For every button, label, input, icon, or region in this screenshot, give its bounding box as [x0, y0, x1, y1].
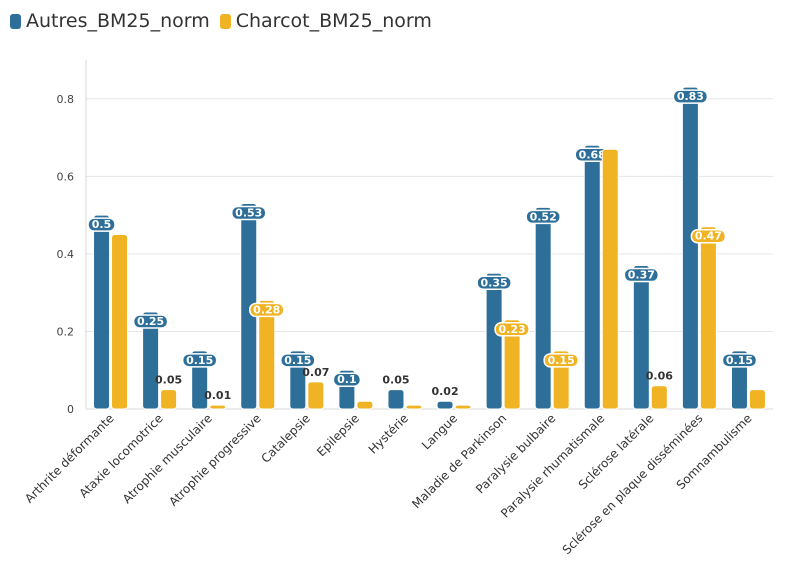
legend-label-charcot: Charcot_BM25_norm — [235, 10, 432, 32]
data-label-0-0: 0.5 — [92, 218, 112, 231]
data-label-1-4: 0.07 — [302, 366, 329, 379]
data-label-0-10: 0.68 — [579, 148, 606, 161]
data-label-0-11: 0.37 — [628, 269, 655, 282]
legend-item-autres[interactable]: Autres_BM25_norm — [10, 10, 210, 32]
legend-swatch-autres — [10, 13, 21, 29]
data-label-bg-0-12 — [672, 89, 709, 104]
bar-0-1 — [142, 311, 160, 410]
data-label-bg-1-9 — [543, 353, 579, 368]
bar-1-4 — [307, 381, 325, 410]
data-label-bg-0-4 — [280, 353, 316, 368]
bar-0-11 — [632, 265, 650, 410]
x-tick-label-1: Ataxie locomotrice — [76, 411, 165, 500]
data-label-bg-0-11 — [623, 267, 660, 283]
data-label-0-12: 0.83 — [677, 90, 704, 103]
bar-1-12 — [699, 226, 717, 410]
data-label-bg-1-3 — [249, 302, 285, 318]
data-label-1-1: 0.05 — [155, 374, 182, 387]
x-tick-label-5: Epilepsie — [314, 411, 362, 459]
bar-1-10 — [601, 148, 619, 410]
y-tick-label-4: 0.8 — [57, 93, 75, 106]
data-label-0-5: 0.1 — [337, 373, 357, 386]
data-label-0-1: 0.25 — [137, 315, 164, 328]
y-tick-label-0: 0 — [67, 403, 74, 416]
x-tick-label-2: Atrophie musculaire — [120, 411, 215, 506]
data-label-1-3: 0.28 — [253, 303, 280, 316]
bar-1-8 — [503, 319, 521, 410]
data-label-0-4: 0.15 — [284, 354, 311, 367]
bar-1-11 — [650, 385, 668, 410]
data-label-0-6: 0.05 — [382, 374, 409, 387]
data-label-0-3: 0.53 — [235, 206, 262, 219]
data-label-0-8: 0.35 — [481, 276, 508, 289]
x-tick-label-6: Hystérie — [366, 411, 411, 456]
bar-0-6 — [387, 389, 405, 410]
y-tick-label-1: 0.2 — [57, 325, 75, 338]
data-label-1-8: 0.23 — [499, 323, 526, 336]
data-label-1-9: 0.15 — [548, 354, 575, 367]
data-label-1-2: 0.01 — [204, 389, 231, 402]
bar-1-1 — [160, 389, 178, 410]
data-label-bg-1-12 — [690, 228, 727, 244]
data-label-bg-0-3 — [231, 205, 267, 221]
y-tick-label-2: 0.4 — [57, 248, 75, 261]
x-tick-label-3: Atrophie progressive — [166, 411, 264, 509]
data-label-bg-0-9 — [525, 209, 561, 225]
data-label-1-12: 0.47 — [695, 230, 722, 243]
bar-1-0 — [111, 234, 129, 410]
legend-swatch-charcot — [219, 13, 231, 29]
data-label-bg-0-2 — [181, 353, 218, 368]
data-label-bg-0-8 — [476, 275, 512, 291]
x-tick-label-4: Catalepsie — [258, 411, 313, 466]
x-tick-label-0: Arthrite déformante — [22, 411, 117, 506]
data-label-0-7: 0.02 — [431, 385, 458, 398]
bar-1-6 — [405, 404, 423, 410]
data-label-bg-0-5 — [332, 372, 362, 387]
x-tick-label-7: Langue — [419, 411, 460, 452]
data-label-1-11: 0.06 — [646, 370, 673, 383]
bar-0-9 — [534, 206, 552, 410]
x-tick-label-8: Maladie de Parkinson — [409, 411, 509, 511]
data-label-bg-0-0 — [87, 217, 116, 232]
bar-0-10 — [583, 144, 601, 410]
bar-0-8 — [485, 272, 503, 410]
bar-0-12 — [681, 86, 699, 410]
bar-0-7 — [436, 400, 454, 410]
bar-0-0 — [93, 214, 111, 410]
data-label-0-13: 0.15 — [726, 354, 753, 367]
bar-1-7 — [454, 404, 472, 410]
bar-1-5 — [356, 400, 374, 410]
data-label-bg-0-1 — [132, 314, 169, 329]
data-label-bg-0-13 — [721, 353, 758, 368]
bar-1-3 — [258, 299, 276, 410]
legend-label-autres: Autres_BM25_norm — [26, 10, 210, 32]
data-label-bg-1-8 — [494, 322, 530, 337]
bar-1-13 — [748, 389, 766, 410]
y-tick-label-3: 0.6 — [57, 170, 75, 183]
data-label-0-2: 0.15 — [186, 354, 213, 367]
bar-1-2 — [209, 404, 227, 410]
data-label-0-9: 0.52 — [530, 210, 557, 223]
legend-item-charcot[interactable]: Charcot_BM25_norm — [219, 10, 432, 32]
legend: Autres_BM25_norm Charcot_BM25_norm — [10, 10, 442, 32]
